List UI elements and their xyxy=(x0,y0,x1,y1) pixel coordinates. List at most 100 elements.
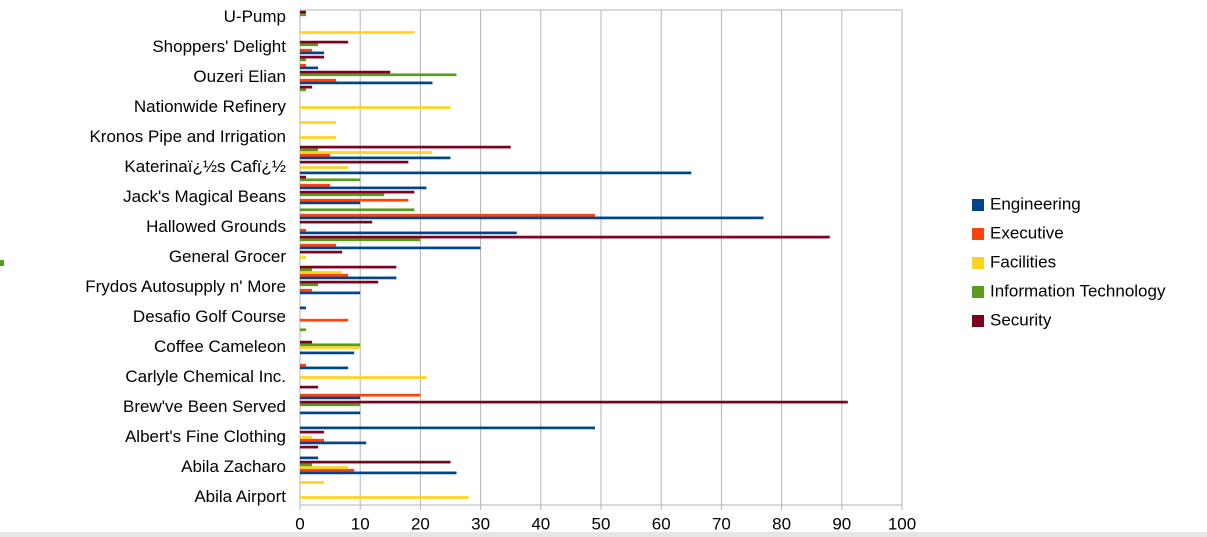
legend-label: Executive xyxy=(990,223,1064,242)
bar xyxy=(300,106,451,109)
legend-swatch xyxy=(972,315,984,327)
bar xyxy=(300,276,397,280)
y-tick-label: Brew've Been Served xyxy=(123,397,286,416)
bar xyxy=(300,175,307,179)
bar xyxy=(300,148,319,152)
bar xyxy=(300,273,349,277)
bar xyxy=(300,466,349,469)
bar xyxy=(300,481,325,484)
handle xyxy=(0,260,4,266)
bar xyxy=(300,318,349,322)
bar xyxy=(300,246,481,250)
bar xyxy=(300,63,307,67)
bar xyxy=(300,55,325,59)
y-tick-label: Kronos Pipe and Irrigation xyxy=(89,127,286,146)
x-tick-label: 20 xyxy=(411,514,430,533)
x-tick-label: 0 xyxy=(295,514,304,533)
bar xyxy=(300,81,433,85)
scrollbar xyxy=(0,532,1207,537)
bar xyxy=(300,280,379,284)
bar xyxy=(300,228,307,232)
bar xyxy=(300,78,337,82)
bar xyxy=(300,145,511,149)
bar xyxy=(300,208,415,212)
legend-swatch xyxy=(972,199,984,211)
bar xyxy=(300,216,764,220)
y-tick-label: U-Pump xyxy=(224,7,286,26)
bar xyxy=(300,250,343,254)
bar xyxy=(300,238,421,242)
bar xyxy=(300,426,595,430)
bar xyxy=(300,351,355,355)
bar xyxy=(300,201,361,205)
bar xyxy=(300,153,331,157)
bar xyxy=(300,156,451,160)
bar xyxy=(300,306,307,310)
y-tick-label: Albert's Fine Clothing xyxy=(125,427,286,446)
x-tick-label: 100 xyxy=(888,514,916,533)
y-tick-label: Ouzeri Elian xyxy=(193,67,286,86)
bar xyxy=(300,268,313,272)
bar xyxy=(300,471,457,475)
bar xyxy=(300,70,391,74)
legend-label: Engineering xyxy=(990,194,1081,213)
bar xyxy=(300,243,337,247)
bar xyxy=(300,363,307,367)
bar xyxy=(300,220,373,224)
bar xyxy=(300,385,319,389)
legend-swatch xyxy=(972,257,984,269)
bar xyxy=(300,85,313,89)
x-tick-label: 80 xyxy=(772,514,791,533)
y-tick-label: Carlyle Chemical Inc. xyxy=(125,367,286,386)
bar xyxy=(300,58,307,62)
bar xyxy=(300,291,361,295)
legend-swatch xyxy=(972,228,984,240)
bar xyxy=(300,171,692,175)
bar xyxy=(300,235,830,239)
bar xyxy=(300,13,307,17)
bar xyxy=(300,436,313,439)
bar xyxy=(300,160,409,164)
bar xyxy=(300,136,337,139)
bar xyxy=(300,396,361,400)
bar xyxy=(300,186,427,190)
bar xyxy=(300,190,415,194)
bar xyxy=(300,445,319,449)
bar xyxy=(300,283,319,287)
bar xyxy=(300,66,319,70)
bar xyxy=(300,213,595,217)
bar xyxy=(300,88,307,92)
bar xyxy=(300,265,397,269)
y-tick-label: Desafio Golf Course xyxy=(133,307,286,326)
bar xyxy=(300,430,325,434)
legend-swatch xyxy=(972,286,984,298)
bar xyxy=(300,328,307,332)
bar xyxy=(300,346,361,349)
bar xyxy=(300,438,325,442)
bar xyxy=(300,288,313,292)
y-tick-label: Jack's Magical Beans xyxy=(123,187,286,206)
y-tick-label: Katerinaï¿½s Cafï¿½ xyxy=(124,157,286,176)
bar xyxy=(300,403,361,407)
bar xyxy=(300,43,319,47)
y-tick-label: Hallowed Grounds xyxy=(146,217,286,236)
bar xyxy=(300,456,319,460)
bar xyxy=(300,496,469,499)
y-tick-label: Shoppers' Delight xyxy=(152,37,286,56)
bar xyxy=(300,31,415,34)
bar xyxy=(300,198,409,202)
bar xyxy=(300,411,361,415)
x-tick-label: 40 xyxy=(531,514,550,533)
bar xyxy=(300,73,457,77)
bar xyxy=(300,121,337,124)
y-tick-label: Abila Zacharo xyxy=(181,457,286,476)
bar xyxy=(300,40,349,44)
bar xyxy=(300,51,325,55)
bar xyxy=(300,441,367,445)
x-tick-label: 30 xyxy=(471,514,490,533)
bar xyxy=(300,340,313,344)
bar xyxy=(300,460,451,464)
bar xyxy=(300,10,307,14)
